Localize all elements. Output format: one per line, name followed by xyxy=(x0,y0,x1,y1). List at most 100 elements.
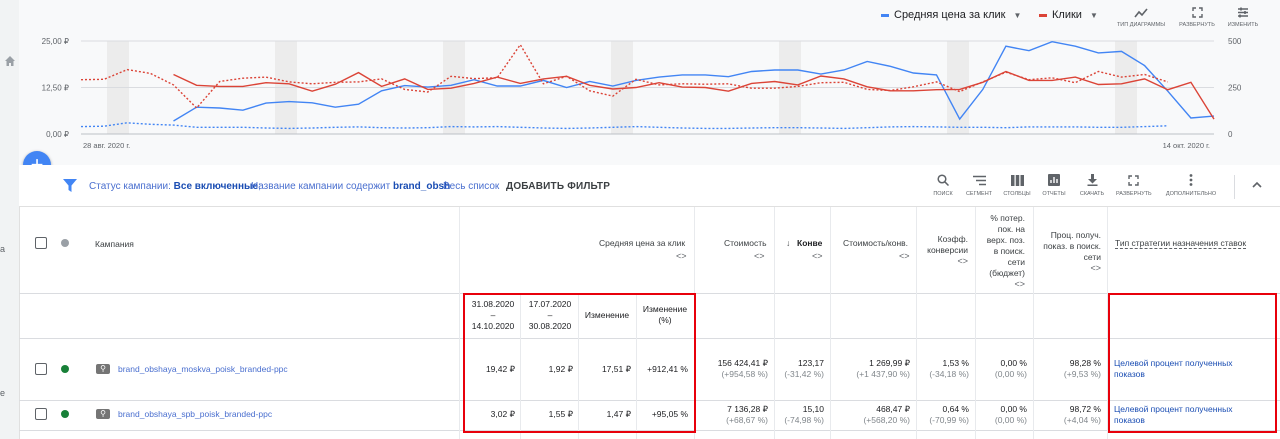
cost-conv-change: (+1 437,90 %) xyxy=(856,369,910,379)
expand-columns-icon[interactable]: <> xyxy=(754,251,765,261)
status-header-dot xyxy=(61,239,69,247)
legend-label: Клики xyxy=(1052,9,1082,21)
impr-share-value: 98,72 % xyxy=(1069,404,1101,414)
conv-rate-change: (-70,99 %) xyxy=(929,415,969,425)
expand-columns-icon[interactable]: <> xyxy=(957,256,968,266)
row-checkbox[interactable] xyxy=(35,408,47,420)
rail-text: а xyxy=(0,244,6,254)
column-header-cost[interactable]: Стоимость xyxy=(724,238,767,248)
header-line: конверсии xyxy=(927,245,968,255)
cost-change: (+68,67 %) xyxy=(726,415,768,425)
y-axis-right-label: 0 xyxy=(1228,130,1233,139)
legend-series-clicks[interactable]: Клики ▼ xyxy=(1039,8,1098,22)
column-divider xyxy=(1107,207,1108,439)
status-enabled-dot[interactable] xyxy=(61,410,69,418)
bid-strategy-link[interactable]: Целевой процент полученных показов xyxy=(1114,404,1232,426)
row-divider xyxy=(19,430,1280,431)
fullscreen-icon xyxy=(1116,173,1150,191)
fullscreen-button[interactable]: РАЗВЕРНУТЬ xyxy=(1116,173,1152,197)
header-line: (бюджет) xyxy=(989,268,1025,278)
impr-share-change: (+4,04 %) xyxy=(1063,415,1101,425)
column-header-conv-rate[interactable]: Коэфф. конверсии <> xyxy=(926,234,968,267)
expand-columns-icon[interactable]: <> xyxy=(1090,263,1101,273)
series-line-clicks-solid xyxy=(173,70,1215,120)
conv-rate-change: (-34,18 %) xyxy=(929,369,969,379)
filter-chip-status[interactable]: Статус кампании: Все включенные; xyxy=(89,181,261,192)
header-line: верх. поз. xyxy=(986,235,1025,245)
filter-bar: Статус кампании: Все включенные; Названи… xyxy=(19,165,1280,207)
header-line: Изменение xyxy=(642,304,688,314)
highlight-box-cpc-comparison xyxy=(463,293,696,433)
tool-label: ТИП ДИАГРАММЫ xyxy=(1116,22,1166,28)
y-axis-right-label: 500 xyxy=(1228,37,1242,46)
chart-edit-button[interactable]: ИЗМЕНИТЬ xyxy=(1215,6,1271,28)
column-header-avg-cpc[interactable]: Средняя цена за клик xyxy=(599,238,686,248)
columns-button[interactable]: СТОЛБЦЫ xyxy=(1000,173,1034,197)
column-header-bid-strategy[interactable]: Тип стратегии назначения ставок xyxy=(1115,238,1247,249)
date-line: 30.08.2020 xyxy=(528,321,572,331)
full-list-link[interactable]: Весь список xyxy=(443,181,500,192)
filter-separator: ; xyxy=(258,181,261,192)
search-campaign-icon: ⚲ xyxy=(96,364,110,374)
expand-columns-icon[interactable]: <> xyxy=(899,251,910,261)
column-header-campaign[interactable]: Кампания xyxy=(95,239,134,249)
select-all-checkbox[interactable] xyxy=(35,237,47,249)
column-divider xyxy=(916,207,917,439)
lost-is-change: (0,00 %) xyxy=(994,369,1027,379)
expand-columns-icon[interactable]: <> xyxy=(676,251,687,261)
filter-value: brand_obsh xyxy=(393,181,451,192)
toolbar-divider xyxy=(1234,175,1235,199)
expand-columns-icon[interactable]: <> xyxy=(1014,279,1025,289)
strategy-line: показов xyxy=(1114,415,1145,425)
column-header-cost-per-conv[interactable]: Стоимость/конв. xyxy=(843,238,909,248)
column-divider xyxy=(520,293,521,439)
impr-share-value: 98,28 % xyxy=(1069,358,1101,368)
chart-type-button[interactable]: ТИП ДИАГРАММЫ xyxy=(1113,6,1169,28)
filter-chip-name[interactable]: Название кампании содержит brand_obsh xyxy=(251,181,450,192)
tool-label: РАЗВЕРНУТЬ xyxy=(1116,191,1152,197)
column-header-impr-share[interactable]: Проц. получ. показ. в поиск. сети <> xyxy=(1036,230,1101,274)
legend-swatch xyxy=(881,13,889,17)
filter-icon[interactable] xyxy=(63,179,77,192)
reports-icon xyxy=(1037,173,1071,191)
home-icon[interactable] xyxy=(2,55,17,70)
column-header-lost-is-budget[interactable]: % потер. пок. на верх. поз. в поиск. сет… xyxy=(979,213,1025,290)
segment-icon xyxy=(962,173,996,191)
chart-expand-button[interactable]: РАЗВЕРНУТЬ xyxy=(1169,6,1225,28)
impr-share-change: (+9,53 %) xyxy=(1063,369,1101,379)
cost-value: 7 136,28 ₽ xyxy=(727,404,768,414)
column-divider xyxy=(578,293,579,439)
reports-button[interactable]: ОТЧЕТЫ xyxy=(1037,173,1071,197)
date-line: 31.08.2020 xyxy=(471,299,515,309)
filter-label: Название кампании содержит xyxy=(251,181,391,192)
cpc-change-pct: +912,41 % xyxy=(647,364,688,374)
download-button[interactable]: СКАЧАТЬ xyxy=(1075,173,1109,197)
campaign-name-link[interactable]: brand_obshaya_spb_poisk_branded-ppc xyxy=(118,409,273,419)
status-enabled-dot[interactable] xyxy=(61,365,69,373)
column-header-conversions[interactable]: Конве xyxy=(797,238,823,248)
performance-chart: 25,00 ₽ 500 12,50 ₽ 250 0,00 ₽ 0 28 авг. 2020 … xyxy=(19,0,1280,165)
segment-button[interactable]: СЕГМЕНТ xyxy=(962,173,996,197)
collapse-chevron-icon[interactable] xyxy=(1252,177,1262,191)
download-icon xyxy=(1075,173,1109,191)
header-line: сети xyxy=(1007,257,1025,267)
y-axis-left-label: 0,00 ₽ xyxy=(46,130,69,139)
conv-rate-value: 0,64 % xyxy=(942,404,969,414)
bid-strategy-link[interactable]: Целевой процент полученных показов xyxy=(1114,358,1232,380)
header-line: % потер. xyxy=(990,213,1025,223)
tune-icon xyxy=(1215,6,1271,22)
campaign-name-link[interactable]: brand_obshaya_moskva_poisk_branded-ppc xyxy=(118,364,288,374)
change-pct-header: Изменение (%) xyxy=(638,304,692,326)
more-button[interactable]: ДОПОЛНИТЕЛЬНО xyxy=(1163,173,1219,197)
row-checkbox[interactable] xyxy=(35,363,47,375)
expand-columns-icon[interactable]: <> xyxy=(812,251,823,261)
cost-conv-value: 468,47 ₽ xyxy=(876,404,910,414)
column-divider xyxy=(774,207,775,439)
cost-value: 156 424,41 ₽ xyxy=(717,358,768,368)
header-line: (%) xyxy=(658,315,672,325)
search-button[interactable]: ПОИСК xyxy=(926,173,960,197)
add-filter-button[interactable]: ДОБАВИТЬ ФИЛЬТР xyxy=(506,181,611,192)
sort-desc-icon[interactable]: ↓ xyxy=(786,238,791,248)
column-divider xyxy=(1033,207,1034,439)
legend-series-avg-cpc[interactable]: Средняя цена за клик ▼ xyxy=(881,8,1021,22)
